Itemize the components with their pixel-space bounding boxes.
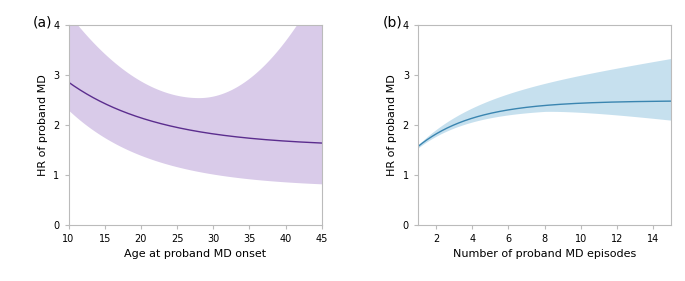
X-axis label: Number of proband MD episodes: Number of proband MD episodes bbox=[453, 249, 636, 259]
Y-axis label: HR of proband MD: HR of proband MD bbox=[387, 74, 397, 176]
Text: (a): (a) bbox=[33, 15, 53, 29]
X-axis label: Age at proband MD onset: Age at proband MD onset bbox=[124, 249, 266, 259]
Text: (b): (b) bbox=[382, 15, 402, 29]
Y-axis label: HR of proband MD: HR of proband MD bbox=[38, 74, 48, 176]
